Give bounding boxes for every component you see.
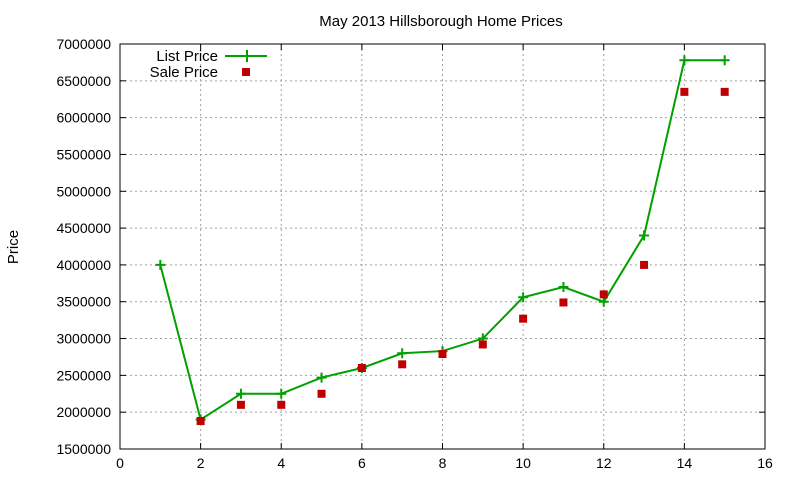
series-layer: [155, 55, 730, 426]
legend-label-list-price: List Price: [156, 48, 218, 65]
y-tick-label: 4000000: [56, 257, 111, 273]
y-tick-label: 7000000: [56, 36, 111, 52]
x-tick-label: 4: [277, 455, 285, 471]
sale-price-point: [357, 364, 366, 372]
legend-marker-sale-price: [242, 68, 250, 76]
list-price-point: [518, 292, 529, 303]
sale-price-point: [438, 350, 447, 359]
legend-label-sale-price: Sale Price: [150, 64, 218, 81]
grid-lines: [120, 44, 765, 449]
sale-price-point: [277, 400, 286, 409]
sale-price-point: [398, 360, 407, 369]
list-price-point: [679, 55, 690, 66]
x-tick-label: 12: [596, 455, 612, 471]
legend-marker-list-price: [241, 50, 253, 62]
list-price-point: [276, 388, 287, 399]
list-price-point: [316, 372, 327, 383]
y-tick-label: 5000000: [56, 183, 111, 199]
y-axis-title: Price: [5, 230, 22, 264]
y-tick-label: 6500000: [56, 73, 111, 89]
y-tick-label: 1500000: [56, 441, 111, 457]
list-price-point: [155, 259, 166, 270]
sale-price-point: [559, 298, 568, 307]
legend: List Price Sale Price: [150, 48, 267, 81]
x-tick-label: 10: [515, 455, 531, 471]
x-tick-label: 16: [757, 455, 773, 471]
y-tick-label: 3500000: [56, 294, 111, 310]
plot-frame: [119, 43, 766, 450]
list-price-point: [558, 282, 569, 292]
sale-price-point: [196, 417, 205, 426]
y-tick-label: 2000000: [56, 404, 111, 420]
sale-price-point: [478, 340, 487, 349]
list-price-point: [639, 230, 650, 241]
list-price-point: [397, 348, 408, 359]
y-tick-label: 5500000: [56, 146, 111, 162]
x-tick-label: 8: [439, 455, 447, 471]
y-tick-label: 6000000: [56, 110, 111, 126]
sale-price-point: [599, 290, 608, 299]
list-price-point: [719, 55, 730, 66]
sale-price-point: [720, 87, 729, 96]
sale-price-point: [640, 260, 649, 269]
y-tick-label: 4500000: [56, 220, 111, 236]
x-tick-label: 0: [116, 455, 124, 471]
x-tick-label: 2: [197, 455, 205, 471]
sale-price-point: [519, 314, 528, 323]
list-price-point: [598, 296, 609, 307]
list-price-point: [235, 388, 246, 399]
sale-price-point: [236, 400, 245, 409]
sale-price-point: [680, 87, 689, 96]
x-tick-label: 6: [358, 455, 366, 471]
y-tick-label: 3000000: [56, 331, 111, 347]
axis-ticks: 0 2 4 6 8 10 12 14 16 1500000 2000000 2500000 300000…: [56, 36, 773, 471]
y-tick-label: 2500000: [56, 367, 111, 383]
chart-title: May 2013 Hillsborough Home Prices: [319, 13, 562, 30]
sale-price-point: [317, 389, 326, 398]
x-tick-label: 14: [677, 455, 693, 471]
